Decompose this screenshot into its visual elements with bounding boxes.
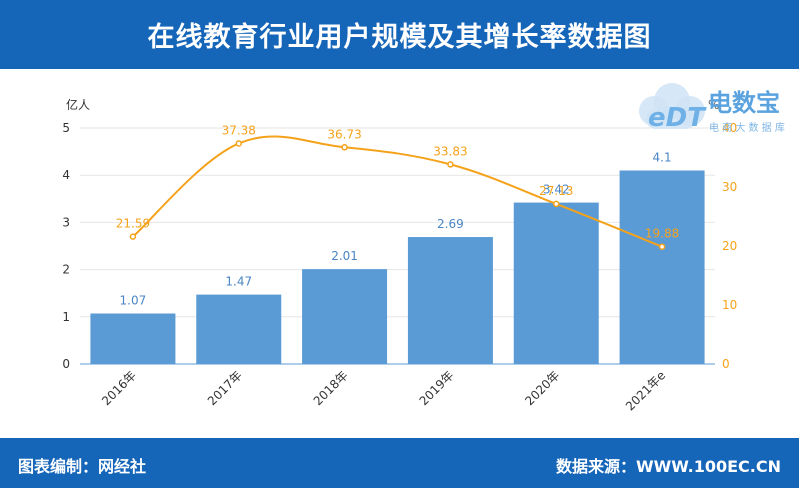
cloud-icon <box>639 83 705 129</box>
gridlines <box>80 127 715 318</box>
right-axis-unit: % <box>708 98 719 112</box>
chart-title: 在线教育行业用户规模及其增长率数据图 <box>0 0 799 69</box>
line-value-label: 21.59 <box>116 217 150 231</box>
growth-rate-line <box>132 135 663 248</box>
left-tick-label: 0 <box>62 357 70 371</box>
line-value-label: 33.83 <box>433 144 467 158</box>
footer-editor: 图表编制：网经社 <box>18 457 147 476</box>
bar-value-label: 2.69 <box>437 217 464 231</box>
line-series <box>129 135 666 250</box>
bar <box>302 269 388 364</box>
right-tick-label: 0 <box>722 357 730 371</box>
line-point <box>658 243 666 250</box>
right-tick-label: 40 <box>722 121 737 135</box>
bar-value-label: 2.01 <box>331 249 358 263</box>
line-value-label: 19.88 <box>645 227 679 241</box>
bar <box>407 237 493 364</box>
left-tick-label: 3 <box>62 215 70 229</box>
logo-mark: eDT <box>648 103 707 133</box>
line-point <box>553 200 560 208</box>
logo-tagline: 电 商 大 数 据 库 <box>709 121 785 134</box>
category-label: 2017年 <box>205 368 245 408</box>
left-tick-label: 5 <box>62 121 70 135</box>
line-point <box>341 144 348 151</box>
left-tick-label: 2 <box>62 263 70 277</box>
category-label: 2019年 <box>417 368 457 408</box>
bar <box>90 313 176 364</box>
line-value-label: 37.38 <box>222 123 256 137</box>
data-labels: 1.07 1.47 2.01 2.69 3.42 4.1 21.59 37.38 36.73 33… <box>116 123 680 307</box>
line-value-label: 36.73 <box>327 127 361 141</box>
bar <box>196 294 282 364</box>
right-tick-label: 20 <box>722 239 737 253</box>
line-point <box>235 140 242 147</box>
bar-value-label: 4.1 <box>653 150 672 164</box>
logo-brand: 电数宝 <box>708 89 780 117</box>
bar-series <box>90 170 705 364</box>
bar-value-label: 3.42 <box>543 183 570 197</box>
line-value-label: 27.13 <box>539 184 573 198</box>
bar <box>619 170 705 364</box>
footer-bar: 图表编制：网经社 数据来源：WWW.100EC.CN <box>0 438 799 488</box>
line-point <box>129 233 137 240</box>
bar-value-label: 1.47 <box>225 275 252 289</box>
left-tick-label: 1 <box>62 310 70 324</box>
bar <box>513 202 599 364</box>
category-label: 2016年 <box>99 368 139 408</box>
line-point <box>447 161 454 168</box>
chart-area: 0 1 2 3 4 5 0 10 20 30 40 2016年 2017年 2018年 2019年 2020年… <box>62 97 737 413</box>
right-tick-label: 30 <box>722 180 737 194</box>
category-label: 2018年 <box>311 368 351 408</box>
left-tick-label: 4 <box>62 168 70 182</box>
left-axis-unit: 亿人 <box>66 97 90 112</box>
bar-value-label: 1.07 <box>120 293 147 307</box>
category-label: 2020年 <box>522 368 562 408</box>
right-tick-label: 10 <box>722 298 737 312</box>
footer-source: 数据来源：WWW.100EC.CN <box>555 457 781 476</box>
category-label: 2021年e <box>623 368 668 413</box>
logo: eDT 电数宝 电 商 大 数 据 库 <box>639 83 785 134</box>
